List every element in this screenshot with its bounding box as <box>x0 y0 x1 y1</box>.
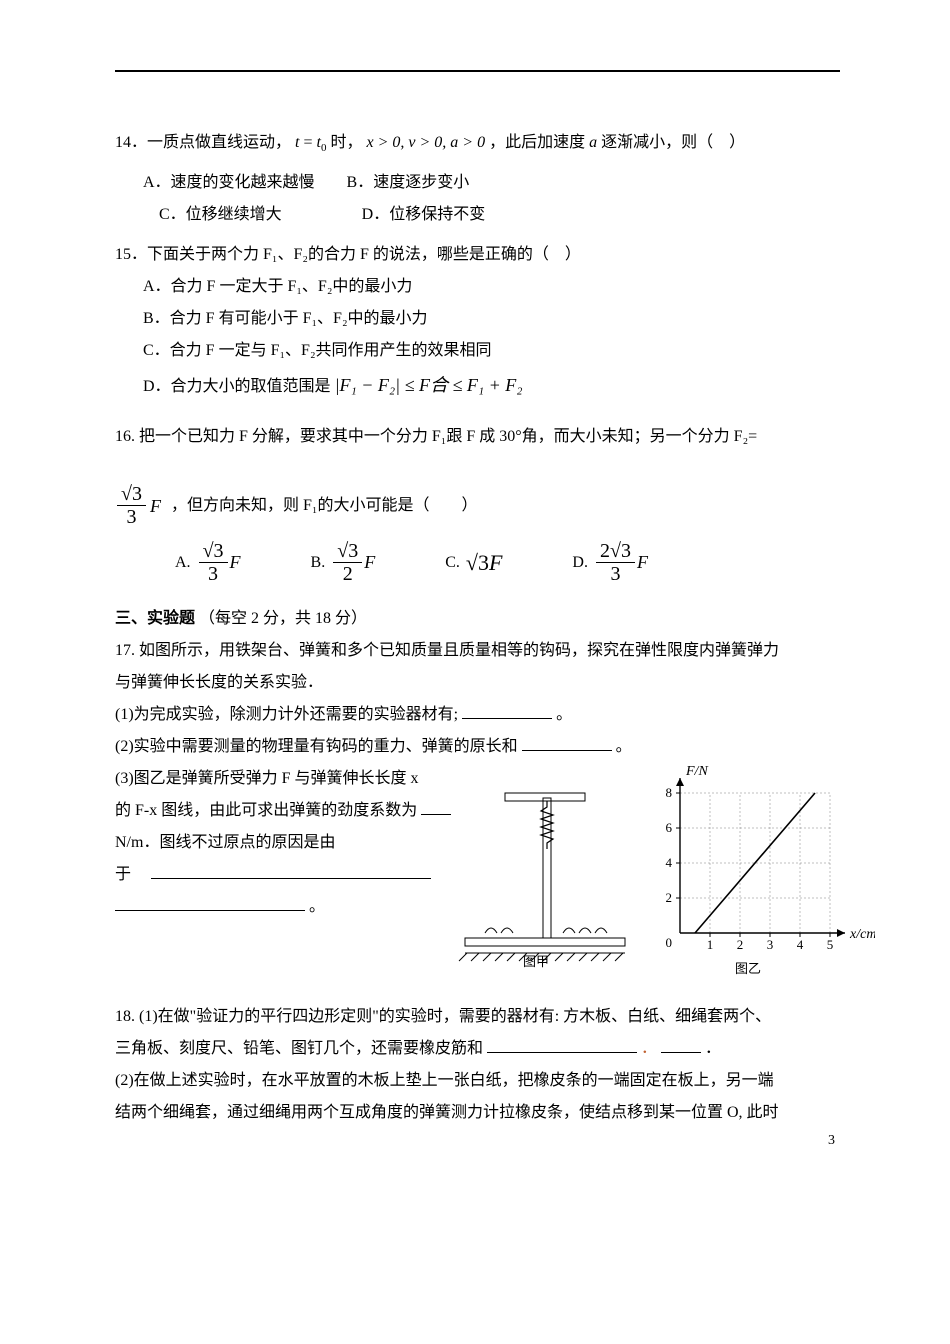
q15-opt-b: B．合力 F 有可能小于 F₁、F₂中的最小力 <box>115 303 840 335</box>
q14-math2: x > 0, v > 0, a > 0 <box>366 134 485 151</box>
svg-text:2: 2 <box>737 937 744 952</box>
q14-text-c: ，此后加速度 <box>489 134 589 151</box>
q17-p1: (1)为完成实验，除测力计外还需要的实验器材有; 。 <box>115 699 840 731</box>
q16-opt-b: B. √3 2 F <box>311 540 376 585</box>
q17-row: (3)图乙是弹簧所受弹力 F 与弹簧伸长长度 x 的 F-x 图线，由此可求出弹… <box>115 763 840 983</box>
opt-d-den: 3 <box>596 563 635 585</box>
blank-4 <box>151 878 431 879</box>
svg-text:1: 1 <box>707 937 714 952</box>
top-rule <box>115 70 840 72</box>
opt-c-expr: √3 <box>466 550 489 576</box>
q16-opt-d: D. 2√3 3 F <box>572 540 648 585</box>
blank-6 <box>487 1052 637 1053</box>
blank-3 <box>421 814 451 815</box>
opt-a-den: 3 <box>199 563 228 585</box>
blank-5 <box>115 910 305 911</box>
q15-opt-a: A．合力 F 一定大于 F₁、F₂中的最小力 <box>115 271 840 303</box>
svg-text:x/cm: x/cm <box>849 927 875 942</box>
q14-math3: a <box>589 134 597 151</box>
q17-p2-text: (2)实验中需要测量的物理量有钩码的重力、弹簧的原长和 <box>115 738 518 755</box>
q17-p3c: N/m．图线不过原点的原因是由 <box>115 827 455 859</box>
q17-p3-tail: 。 <box>309 898 325 915</box>
page: 14．一质点做直线运动， t = t0 时， x > 0, v > 0, a >… <box>0 0 950 1169</box>
section3-heading: 三、实验题 （每空 2 分，共 18 分） <box>115 603 840 635</box>
opt-c-after: F <box>489 550 502 576</box>
q17-p1-tail: 。 <box>556 706 572 723</box>
q16-options: A. √3 3 F B. √3 2 F C. √3F D. 2√3 3 F <box>115 540 840 585</box>
q16-frac-after: F <box>150 488 161 524</box>
q18-p2a: (2)在做上述实验时，在水平放置的木板上垫上一张白纸，把橡皮条的一端固定在板上，… <box>115 1065 840 1097</box>
svg-text:2: 2 <box>666 890 673 905</box>
blank-7 <box>661 1052 701 1053</box>
svg-text:5: 5 <box>827 937 834 952</box>
q18-p1b: 三角板、刻度尺、铅笔、图钉几个，还需要橡皮筋和 ． ． <box>115 1033 840 1065</box>
svg-text:F/N: F/N <box>685 764 708 779</box>
q17-p1-text: (1)为完成实验，除测力计外还需要的实验器材有; <box>115 706 458 723</box>
opt-b-label: B. <box>311 554 326 572</box>
q17-textcol: (3)图乙是弹簧所受弹力 F 与弹簧伸长长度 x 的 F-x 图线，由此可求出弹… <box>115 763 455 923</box>
apparatus-svg <box>455 783 635 973</box>
q15-stem: 15．下面关于两个力 F₁、F₂的合力 F 的说法，哪些是正确的（ ） <box>115 239 840 271</box>
section3-title: 三、实验题 <box>115 610 195 627</box>
svg-text:8: 8 <box>666 785 673 800</box>
opt-a-label: A. <box>175 554 191 572</box>
q16-frac-num: √3 <box>117 483 146 506</box>
q14-text-d: 逐渐减小，则（ ） <box>601 134 745 151</box>
q16-stem-b: ，但方向未知，则 F₁的大小可能是（ ） <box>171 490 477 522</box>
q15-opt-d: D．合力大小的取值范围是 |F₁ − F₂| ≤ F合 ≤ F₁ + F₂ <box>115 367 840 403</box>
svg-text:6: 6 <box>666 820 673 835</box>
q17-p2: (2)实验中需要测量的物理量有钩码的重力、弹簧的原长和 。 <box>115 731 840 763</box>
opt-b-after: F <box>364 552 375 573</box>
q14-stem: 14．一质点做直线运动， t = t0 时， x > 0, v > 0, a >… <box>115 127 840 159</box>
q14-sub0: 0 <box>321 142 327 154</box>
figcaption-right: 图乙 <box>735 958 761 977</box>
q16-frac: √3 3 <box>117 483 146 528</box>
q14-text-a: 14．一质点做直线运动， <box>115 134 291 151</box>
q17-p3b-text: 的 F-x 图线，由此可求出弹簧的劲度系数为 <box>115 802 417 819</box>
q18-p2b: 结两个细绳套，通过细绳用两个互成角度的弹簧测力计拉橡皮条，使结点移到某一位置 O… <box>115 1097 840 1129</box>
page-number: 3 <box>828 1133 835 1149</box>
svg-text:0: 0 <box>666 935 673 950</box>
blank-2 <box>522 750 612 751</box>
q16-stem-a: 16. 把一个已知力 F 分解，要求其中一个分力 F₁跟 F 成 30°角，而大… <box>115 421 840 453</box>
q17-p3d-text: 于 <box>115 866 147 883</box>
q17-p2-tail: 。 <box>616 738 632 755</box>
q15-opt-d-pre: D．合力大小的取值范围是 <box>143 378 331 395</box>
q16-frac-den: 3 <box>117 506 146 528</box>
q17-p3b: 的 F-x 图线，由此可求出弹簧的劲度系数为 <box>115 795 455 827</box>
section3-note: （每空 2 分，共 18 分） <box>199 610 367 627</box>
q18-p1a: 18. (1)在做"验证力的平行四边形定则"的实验时，需要的器材有: 方木板、白… <box>115 1001 840 1033</box>
chart-svg: 1 2 3 4 5 2 4 6 8 0 x/cm F/N <box>645 763 875 963</box>
q14-opt-ab: A．速度的变化越来越慢 B．速度逐步变小 <box>115 167 840 199</box>
q18-p1b-text: 三角板、刻度尺、铅笔、图钉几个，还需要橡皮筋和 <box>115 1040 483 1057</box>
q17-p3a: (3)图乙是弹簧所受弹力 F 与弹簧伸长长度 x <box>115 763 455 795</box>
opt-d-after: F <box>637 552 648 573</box>
q17-stem-b: 与弹簧伸长长度的关系实验． <box>115 667 840 699</box>
q17-stem-a: 17. 如图所示，用铁架台、弹簧和多个已知质量且质量相等的钩码，探究在弹性限度内… <box>115 635 840 667</box>
svg-text:4: 4 <box>666 855 673 870</box>
q14-opt-cd: C．位移继续增大 D．位移保持不变 <box>115 199 840 231</box>
q15-opt-d-math: |F₁ − F₂| ≤ F合 ≤ F₁ + F₂ <box>335 375 523 395</box>
q16-frac-row: √3 3 F ，但方向未知，则 F₁的大小可能是（ ） <box>115 483 840 528</box>
q18-p1-tail: ． <box>705 1040 721 1057</box>
opt-c-label: C. <box>445 554 460 572</box>
opt-a-after: F <box>230 552 241 573</box>
svg-text:4: 4 <box>797 937 804 952</box>
figcaption-left: 图甲 <box>523 951 549 970</box>
q15-opt-c: C．合力 F 一定与 F₁、F₂共同作用产生的效果相同 <box>115 335 840 367</box>
opt-a-num: √3 <box>199 540 228 563</box>
blank-1 <box>462 718 552 719</box>
q14-text-b: 时， <box>330 134 362 151</box>
opt-d-label: D. <box>572 554 588 572</box>
svg-text:3: 3 <box>767 937 774 952</box>
opt-b-num: √3 <box>333 540 362 563</box>
q16-opt-c: C. √3F <box>445 550 502 576</box>
opt-b-den: 2 <box>333 563 362 585</box>
q17-p3e: 。 <box>115 891 455 923</box>
opt-d-num: 2√3 <box>596 540 635 563</box>
q17-figures: 图甲 1234524680x/cmF/N 图乙 <box>455 763 840 983</box>
q16-opt-a: A. √3 3 F <box>175 540 241 585</box>
q14-eq: = <box>299 134 316 151</box>
q17-p3d: 于 <box>115 859 455 891</box>
